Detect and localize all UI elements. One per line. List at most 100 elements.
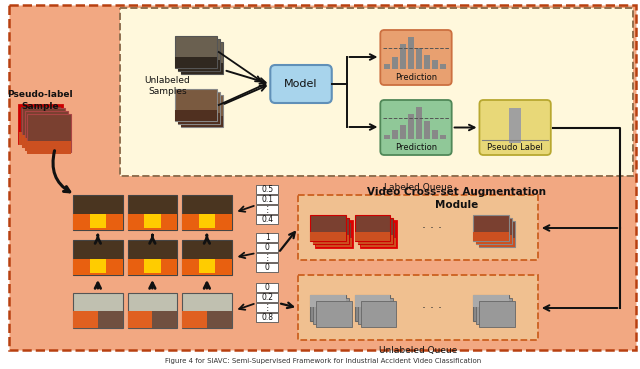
Bar [509, 108, 521, 143]
Bar [127, 240, 177, 275]
Bar [310, 215, 346, 241]
Text: 0: 0 [265, 263, 270, 272]
Text: Model: Model [284, 79, 318, 89]
Bar [257, 283, 278, 292]
Bar [474, 295, 509, 307]
Bar [257, 233, 278, 242]
Bar [182, 293, 232, 328]
Bar [181, 116, 223, 127]
Bar [355, 295, 390, 307]
Bar [476, 235, 512, 244]
Bar [313, 298, 349, 324]
Text: Sample: Sample [22, 102, 59, 111]
Bar [127, 293, 177, 328]
Text: 0.5: 0.5 [261, 185, 273, 194]
Bar [440, 64, 445, 69]
Bar [316, 221, 351, 247]
Bar [178, 113, 220, 124]
FancyBboxPatch shape [380, 100, 452, 155]
Bar [360, 238, 396, 247]
Text: 0.2: 0.2 [261, 293, 273, 302]
Bar [120, 8, 633, 176]
Bar [90, 214, 106, 228]
Bar [24, 138, 68, 151]
Bar [384, 64, 390, 69]
Bar [432, 60, 438, 69]
Text: Pseudo-label: Pseudo-label [8, 90, 73, 99]
Bar [181, 63, 223, 74]
Bar [355, 295, 390, 321]
Text: · · ·: · · · [422, 221, 442, 235]
Text: 0.8: 0.8 [261, 313, 273, 322]
Bar [384, 135, 390, 139]
Bar [127, 259, 177, 275]
Bar [416, 107, 422, 139]
Bar [257, 215, 278, 224]
Text: 0.1: 0.1 [261, 195, 273, 204]
Bar [479, 238, 515, 247]
Bar [310, 295, 346, 307]
Bar [400, 125, 406, 139]
Bar [178, 60, 220, 71]
Bar [178, 92, 220, 124]
FancyBboxPatch shape [270, 65, 332, 103]
Bar [392, 56, 398, 69]
Bar [152, 310, 177, 328]
Bar [207, 310, 232, 328]
Text: Unlabeled
Samples: Unlabeled Samples [145, 76, 190, 96]
Bar [175, 36, 217, 68]
Bar [178, 39, 220, 71]
Text: Prediction: Prediction [395, 142, 437, 152]
Bar [479, 221, 515, 247]
Bar [476, 298, 512, 324]
Bar [257, 185, 278, 194]
Bar [400, 44, 406, 69]
Bar [257, 253, 278, 262]
Text: 0.4: 0.4 [261, 215, 273, 224]
Bar [127, 195, 177, 230]
Bar [127, 214, 177, 230]
Bar [360, 221, 396, 247]
Bar [73, 310, 98, 328]
Text: Figure 4 for SIAVC: Semi-Supervised Framework for Industrial Accident Video Clas: Figure 4 for SIAVC: Semi-Supervised Fram… [164, 358, 481, 364]
Bar [313, 235, 349, 244]
Bar [175, 57, 217, 68]
Text: 0: 0 [265, 243, 270, 252]
Bar [298, 195, 538, 260]
Bar [316, 301, 351, 327]
Bar [408, 114, 414, 139]
Bar [316, 238, 351, 247]
Bar [364, 314, 381, 321]
Bar [298, 275, 538, 340]
Text: Pseudo Label: Pseudo Label [487, 142, 543, 152]
Bar [73, 240, 123, 275]
Text: Module: Module [435, 200, 478, 210]
Bar [73, 259, 123, 275]
Bar [257, 243, 278, 252]
Bar [24, 111, 68, 149]
Bar [358, 218, 393, 244]
Bar [198, 259, 215, 273]
Bar [19, 105, 62, 143]
Bar [432, 130, 438, 139]
Bar [22, 135, 65, 148]
Bar [257, 263, 278, 272]
Text: Unlabeled Queue: Unlabeled Queue [379, 345, 457, 355]
Bar [358, 235, 393, 244]
Bar [355, 232, 390, 241]
Bar [73, 293, 123, 328]
Bar [144, 259, 161, 273]
Bar [483, 314, 500, 321]
Bar [22, 108, 65, 146]
Bar [19, 132, 62, 145]
Bar [360, 301, 396, 327]
Text: Prediction: Prediction [395, 72, 437, 82]
Bar [73, 195, 123, 230]
Bar [90, 259, 106, 273]
FancyBboxPatch shape [380, 30, 452, 85]
Bar [127, 310, 152, 328]
Bar [257, 195, 278, 204]
Text: ⋮: ⋮ [264, 205, 271, 214]
Bar [175, 110, 217, 121]
FancyBboxPatch shape [479, 100, 551, 155]
